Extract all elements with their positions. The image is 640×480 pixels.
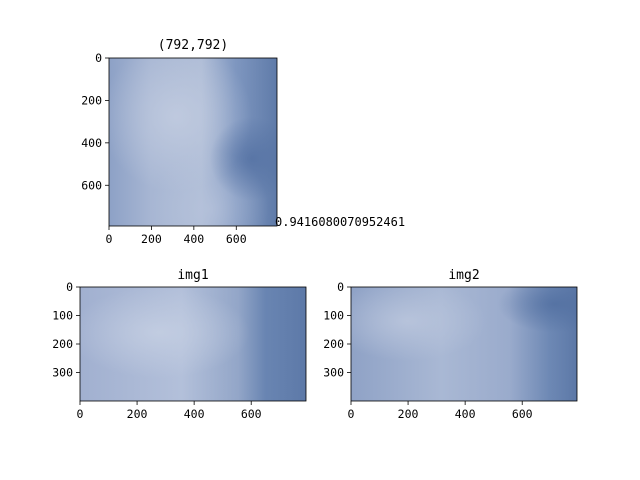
axes-frame: [108, 57, 278, 227]
image-content: [80, 287, 306, 401]
x-ticks: 0 200 400 600: [77, 401, 262, 421]
y-tick-label: 400: [81, 136, 102, 150]
y-ticks: 0 200 400 600: [81, 51, 109, 192]
x-tick-label: 400: [455, 407, 476, 421]
x-tick-label: 200: [127, 407, 148, 421]
x-tick-label: 0: [348, 407, 355, 421]
x-tick-label: 600: [512, 407, 533, 421]
y-tick-label: 300: [52, 366, 73, 380]
x-ticks: 0 200 400 600: [348, 401, 533, 421]
similarity-score: 0.9416080070952461: [275, 215, 405, 229]
y-tick-label: 100: [323, 309, 344, 323]
x-tick-label: 400: [183, 232, 204, 246]
cloud-shadow: [109, 58, 277, 226]
cloud-highlight: [80, 287, 306, 401]
y-tick-label: 0: [337, 280, 344, 294]
x-tick-label: 600: [241, 407, 262, 421]
x-tick-label: 0: [77, 407, 84, 421]
image-content: [351, 287, 577, 401]
x-ticks: 0 200 400 600: [106, 226, 247, 246]
x-tick-label: 200: [398, 407, 419, 421]
subplot-title: (792,792): [158, 38, 228, 53]
subplot-img2: img2 0 200 400 600 0 100 200 300: [323, 268, 578, 421]
subplot-title: img2: [448, 268, 479, 283]
y-tick-label: 0: [95, 51, 102, 65]
subplot-original: (792,792) 0 200 400 600 0 200 400 600: [81, 38, 278, 246]
y-ticks: 0 100 200 300: [52, 280, 80, 380]
y-tick-label: 200: [81, 93, 102, 107]
subplot-title: img1: [177, 268, 208, 283]
image-content: [109, 58, 277, 226]
x-tick-label: 600: [226, 232, 247, 246]
cloud-shadow: [351, 287, 577, 401]
x-tick-label: 200: [141, 232, 162, 246]
y-tick-label: 600: [81, 178, 102, 192]
y-tick-label: 0: [66, 280, 73, 294]
y-tick-label: 200: [52, 337, 73, 351]
x-tick-label: 400: [184, 407, 205, 421]
y-tick-label: 100: [52, 309, 73, 323]
y-tick-label: 200: [323, 337, 344, 351]
x-tick-label: 0: [106, 232, 113, 246]
y-tick-label: 300: [323, 366, 344, 380]
subplot-img1: img1 0 200 400 600 0 100 200 300: [52, 268, 307, 421]
y-ticks: 0 100 200 300: [323, 280, 351, 380]
